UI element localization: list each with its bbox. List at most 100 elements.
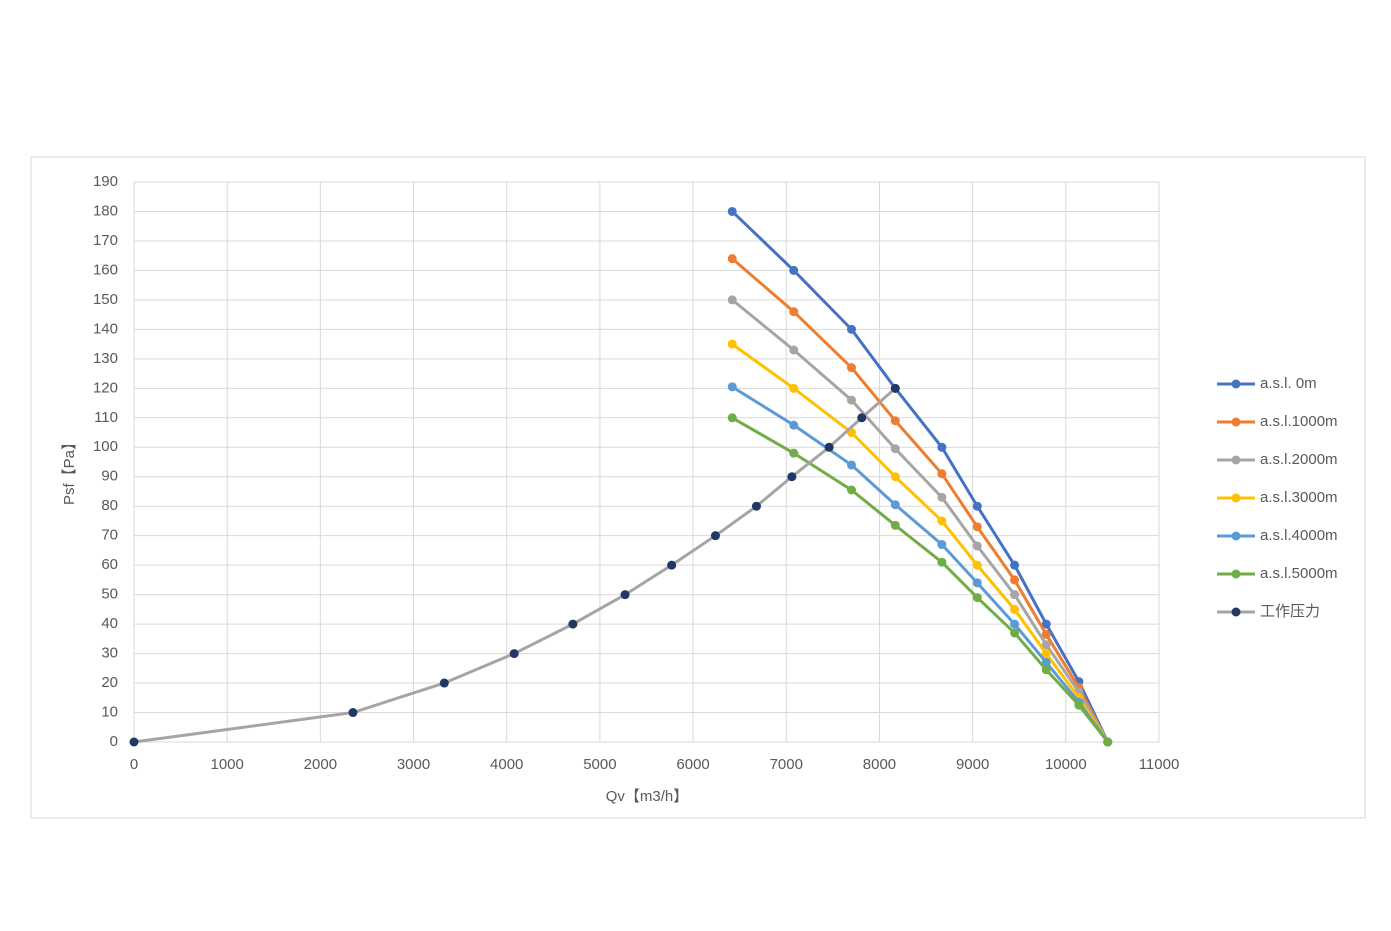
data-point xyxy=(1010,619,1020,629)
data-point xyxy=(1010,590,1020,600)
data-point xyxy=(847,395,856,405)
y-tick-label: 50 xyxy=(101,586,118,603)
data-point xyxy=(972,522,982,532)
x-tick-label: 2000 xyxy=(304,756,337,773)
data-point xyxy=(890,383,900,393)
y-tick-label: 150 xyxy=(93,291,118,308)
y-tick-label: 160 xyxy=(93,261,118,278)
data-point xyxy=(937,469,947,479)
series-line xyxy=(731,342,1110,743)
data-point xyxy=(1041,665,1051,675)
y-tick-label: 120 xyxy=(93,379,118,396)
y-tick-label: 190 xyxy=(93,173,118,190)
data-point xyxy=(937,516,947,526)
x-tick-label: 4000 xyxy=(490,756,523,773)
legend-marker xyxy=(1231,379,1241,389)
data-point xyxy=(890,416,900,426)
legend-marker xyxy=(1231,493,1241,503)
y-tick-label: 100 xyxy=(93,438,118,455)
y-tick-label: 10 xyxy=(101,703,118,720)
y-axis-title: Psf【Pa】 xyxy=(61,435,78,505)
data-point xyxy=(727,206,737,216)
data-point xyxy=(789,420,799,430)
y-tick-label: 70 xyxy=(101,527,118,544)
data-point xyxy=(439,678,449,688)
y-tick-label: 180 xyxy=(93,202,118,219)
legend-marker xyxy=(1231,531,1241,541)
legend-marker xyxy=(1231,455,1241,465)
data-point xyxy=(789,265,799,275)
data-point xyxy=(937,442,947,452)
x-tick-label: 5000 xyxy=(583,756,616,773)
data-point xyxy=(620,590,630,600)
legend-label: 工作压力 xyxy=(1260,603,1320,620)
data-point xyxy=(1010,560,1020,570)
series-line xyxy=(731,416,1109,743)
data-point xyxy=(1041,629,1051,639)
data-point xyxy=(890,500,900,510)
series-line xyxy=(731,257,1110,743)
legend-label: a.s.l. 0m xyxy=(1260,375,1317,392)
data-point xyxy=(789,307,799,317)
data-point xyxy=(847,485,856,495)
x-tick-label: 7000 xyxy=(770,756,803,773)
data-point xyxy=(890,472,900,482)
y-tick-label: 140 xyxy=(93,320,118,337)
y-tick-label: 30 xyxy=(101,645,118,662)
data-point xyxy=(890,444,900,454)
data-point xyxy=(1041,619,1051,629)
data-point xyxy=(727,254,737,264)
x-tick-label: 10000 xyxy=(1045,756,1087,773)
x-tick-label: 9000 xyxy=(956,756,989,773)
data-point xyxy=(1041,657,1051,667)
x-tick-label: 6000 xyxy=(676,756,709,773)
y-tick-label: 0 xyxy=(110,733,118,750)
x-tick-label: 1000 xyxy=(210,756,243,773)
y-tick-label: 20 xyxy=(101,674,118,691)
y-tick-label: 170 xyxy=(93,232,118,249)
y-tick-label: 80 xyxy=(101,497,118,514)
legend-marker xyxy=(1231,417,1241,427)
y-tick-label: 40 xyxy=(101,615,118,632)
data-point xyxy=(1074,700,1084,710)
data-point xyxy=(824,442,834,452)
data-point xyxy=(937,540,947,550)
chart-frame xyxy=(30,156,1366,819)
data-point xyxy=(1041,649,1051,659)
x-axis-title: Qv【m3/h】 xyxy=(606,788,689,805)
legend-marker xyxy=(1231,607,1241,617)
legend-label: a.s.l.4000m xyxy=(1260,527,1338,544)
y-tick-label: 130 xyxy=(93,350,118,367)
data-point xyxy=(509,649,519,659)
data-point xyxy=(789,383,799,393)
data-point xyxy=(1010,628,1020,638)
data-point xyxy=(710,531,720,541)
data-point xyxy=(1103,737,1113,747)
data-point xyxy=(1041,640,1051,650)
legend-label: a.s.l.3000m xyxy=(1260,489,1338,506)
data-point xyxy=(727,339,737,349)
data-point xyxy=(847,324,856,334)
data-point xyxy=(751,501,761,511)
series-line xyxy=(731,210,1110,743)
x-tick-label: 11000 xyxy=(1139,756,1180,773)
data-point xyxy=(972,578,982,588)
data-point xyxy=(847,460,856,470)
data-point xyxy=(129,737,139,747)
data-point xyxy=(787,472,797,482)
x-tick-label: 3000 xyxy=(397,756,430,773)
data-point xyxy=(727,382,737,392)
data-point xyxy=(972,541,982,551)
data-point xyxy=(789,345,799,355)
x-tick-label: 8000 xyxy=(863,756,896,773)
series-line xyxy=(731,298,1110,743)
legend-label: a.s.l.2000m xyxy=(1260,451,1338,468)
data-point xyxy=(1010,575,1020,585)
data-point xyxy=(972,593,982,603)
data-point xyxy=(348,708,358,718)
data-point xyxy=(727,295,737,305)
data-point xyxy=(568,619,578,629)
data-point xyxy=(667,560,677,570)
series-line xyxy=(731,385,1109,743)
